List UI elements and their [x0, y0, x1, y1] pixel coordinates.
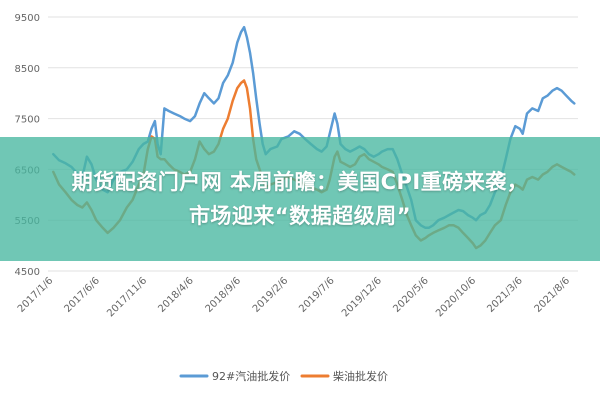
x-tick-label: 2021/8/6	[533, 275, 573, 315]
x-tick-label: 2020/10/6	[434, 275, 478, 319]
x-tick-label: 2020/5/6	[391, 275, 431, 315]
headline-line-1: 期货配资门户网 本周前瞻：美国CPI重磅来袭，	[71, 170, 529, 194]
x-tick-label: 2019/2/6	[251, 275, 291, 315]
x-tick-label: 2017/1/6	[16, 275, 56, 315]
legend-label: 柴油批发价	[333, 369, 388, 383]
y-tick-label: 8500	[15, 64, 40, 75]
x-tick-label: 2019/7/6	[297, 275, 337, 315]
x-tick-label: 2018/4/6	[156, 275, 196, 315]
y-tick-label: 4500	[15, 267, 40, 278]
x-tick-label: 2019/12/6	[340, 275, 384, 319]
x-tick-label: 2017/11/6	[105, 275, 149, 319]
x-tick-label: 2021/3/6	[485, 275, 525, 315]
x-tick-label: 2018/9/6	[204, 275, 244, 315]
headline-banner: 期货配资门户网 本周前瞻：美国CPI重磅来袭， 市场迎来“数据超级周”	[0, 137, 600, 261]
x-axis-ticks: 2017/1/6 2017/6/6 2017/11/6 2018/4/6 2018/9/…	[16, 275, 572, 319]
y-tick-label: 9500	[15, 13, 40, 24]
legend: 92#汽油批发价 柴油批发价	[179, 369, 388, 383]
headline-line-2: 市场迎来“数据超级周”	[188, 204, 412, 228]
y-tick-label: 7500	[15, 115, 40, 126]
legend-label: 92#汽油批发价	[212, 369, 290, 383]
x-tick-label: 2017/6/6	[62, 275, 102, 315]
